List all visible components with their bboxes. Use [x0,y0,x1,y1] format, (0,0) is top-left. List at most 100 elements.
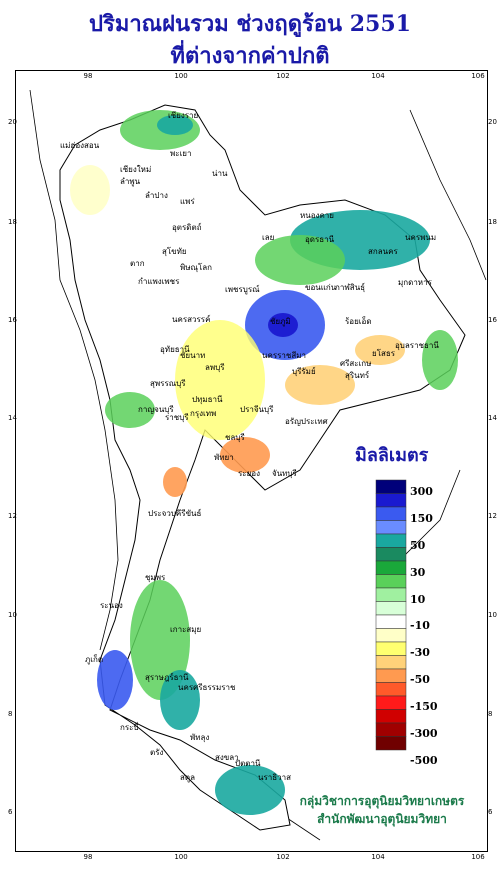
prov-5: ลำพูน [120,177,141,187]
prov-58: เกาะสมุย [170,625,201,634]
credit-line1: กลุ่มวิชาการอุตุนิยมวิทยาเกษตร [299,794,465,808]
prov-48: สุราษฎร์ธานี [145,672,189,682]
fill-orange-isan [285,365,355,405]
prov-41: ชลบุรี [225,433,245,442]
legend-swatch-18 [375,722,407,737]
lon-tick-102: 102 [276,72,289,80]
province-labels: เชียงราย แม่ฮ่องสอน พะเยา เชียงใหม่ น่าน… [60,111,439,783]
legend-label-9: -300 [410,727,438,740]
prov-46: ชุมพร [145,573,166,582]
prov-23: ชัยภูมิ [270,317,291,327]
legend-swatch-17 [375,709,407,724]
prov-34: สุพรรณบุรี [150,379,186,388]
legend-swatch-5 [375,547,407,562]
fill-green-west [105,392,155,428]
legend-label-3: 30 [410,566,426,579]
prov-27: ศรีสะเกษ [340,359,371,368]
lon-tick-100-b: 100 [174,853,187,861]
rainfall-fills [70,110,458,815]
prov-55: ปัตตานี [235,759,261,768]
legend-label-8: -150 [410,700,438,713]
fill-north-teal [157,115,193,135]
lat-tick-6-r: 6 [488,808,493,816]
prov-50: ภูเก็ต [85,654,103,665]
legend-swatch-11 [375,628,407,643]
prov-43: ระยอง [238,469,260,478]
prov-4: น่าน [212,169,228,178]
legend-swatch-2 [375,506,407,521]
legend-swatch-7 [375,574,407,589]
legend-swatch-0 [375,479,407,494]
prov-1: แม่ฮ่องสอน [60,141,100,150]
prov-31: ลพบุรี [205,363,225,372]
legend-swatch-13 [375,655,407,670]
prov-24: ร้อยเอ็ด [345,316,372,326]
prov-17: พิษณุโลก [180,262,212,272]
prov-9: หนองคาย [300,211,334,220]
prov-19: ขอนแก่น [305,283,337,292]
prov-16: สุโขทัย [162,246,187,256]
legend-swatch-16 [375,695,407,710]
map-title: ปริมาณฝนรวม ช่วงฤดูร้อน 2551 [89,11,411,37]
lat-tick-6: 6 [8,808,13,816]
legend-label-0: 300 [410,485,433,498]
prov-14: เลย [262,233,274,242]
lon-axis-top: 98 100 102 104 106 [84,72,486,80]
fill-green-east [422,330,458,390]
prov-18: เพชรบูรณ์ [225,284,260,295]
prov-37: ราชบุรี [165,413,189,422]
lon-tick-106-b: 106 [471,853,485,861]
legend-label-1: 150 [410,512,433,525]
legend-label-7: -50 [410,673,430,686]
legend-swatch-8 [375,587,407,602]
legend-swatch-6 [375,560,407,575]
fill-yellow-center [175,320,265,440]
prov-8: อุตรดิตถ์ [172,222,202,232]
fill-orange-prachuap [163,467,187,497]
legend-swatch-14 [375,668,407,683]
lon-tick-102-b: 102 [276,853,289,861]
prov-32: อุทัยธานี [160,345,190,354]
lat-axis-right: 20 18 16 14 12 10 8 6 [488,118,497,816]
prov-53: พัทลุง [190,733,209,742]
lat-tick-18: 18 [8,218,17,226]
legend-swatch-9 [375,601,407,616]
prov-51: กระบี่ [120,721,139,732]
prov-44: จันทบุรี [272,469,298,478]
lon-tick-104-b: 104 [371,853,385,861]
lat-tick-12: 12 [8,512,17,520]
prov-15: ตาก [130,259,145,268]
fill-deep-south-teal [215,765,285,815]
map-subtitle: ที่ต่างจากค่าปกติ [170,43,330,69]
fill-northeast-green [255,235,345,285]
prov-2: พะเยา [170,149,191,158]
prov-35: กาญจนบุรี [138,405,174,414]
legend-unit: มิลลิเมตร [355,445,429,466]
lon-tick-104: 104 [371,72,385,80]
fill-south-teal [160,670,200,730]
prov-28: สุรินทร์ [345,370,370,380]
lat-tick-14-r: 14 [488,414,497,422]
lat-tick-16: 16 [8,316,17,324]
lat-tick-10: 10 [8,611,17,619]
prov-0: เชียงราย [168,111,198,120]
legend-swatch-4 [375,533,407,548]
legend-label-6: -30 [410,646,430,659]
prov-30: บุรีรัมย์ [292,366,316,376]
legend-label-4: 10 [410,593,426,606]
prov-42: พัทยา [214,453,234,462]
prov-47: ระนอง [100,601,123,610]
legend-swatch-1 [375,493,407,508]
prov-11: สกลนคร [368,247,398,256]
legend-swatch-3 [375,520,407,535]
prov-20: กาฬสินธุ์ [335,282,365,292]
prov-33: ชัยนาท [180,351,205,360]
fill-center-dark-blue [268,313,298,337]
prov-29: นครราชสีมา [262,351,306,360]
lat-tick-8: 8 [8,710,12,718]
prov-56: นราธิวาส [258,773,291,782]
prov-13: มุกดาหาร [398,278,433,287]
lat-tick-20: 20 [8,118,17,126]
legend-swatch-10 [375,614,407,629]
